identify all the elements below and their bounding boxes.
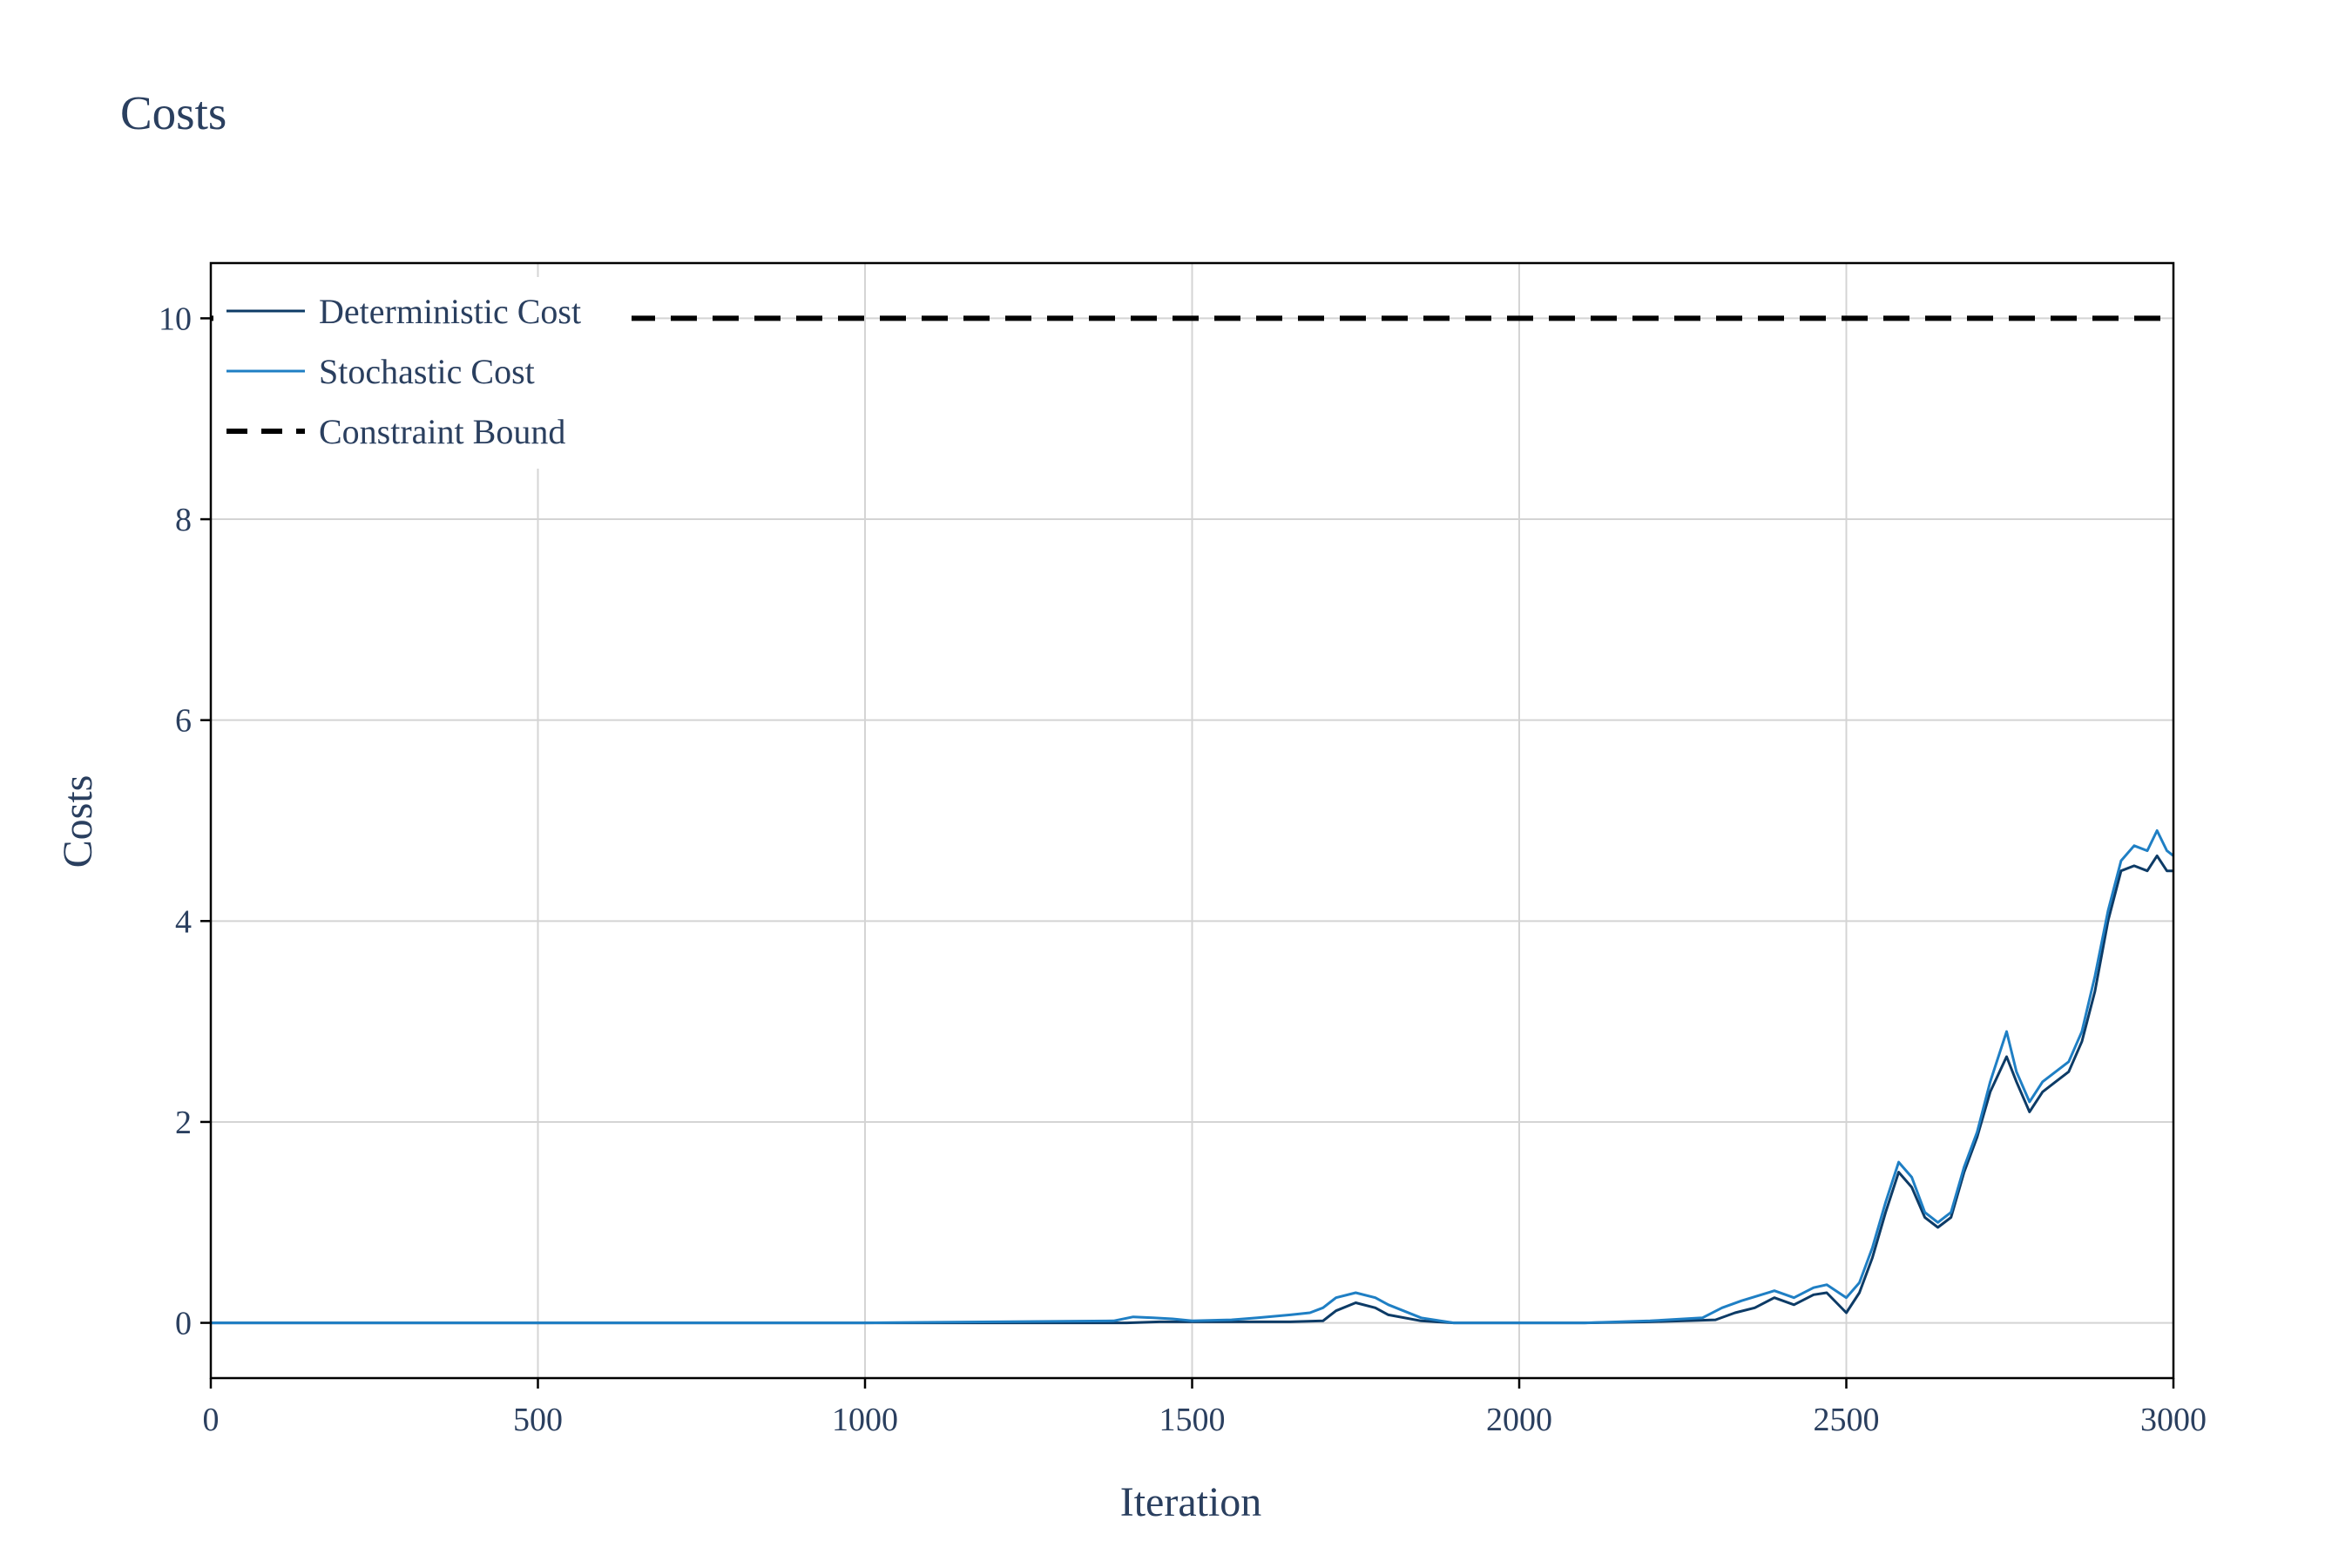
legend-label: Deterministic Cost — [319, 292, 581, 331]
x-tick-label: 1000 — [832, 1402, 898, 1438]
x-tick-label: 3000 — [2140, 1402, 2207, 1438]
x-tick-label: 500 — [513, 1402, 563, 1438]
y-tick-label: 10 — [159, 301, 192, 337]
x-axis-title: Iteration — [1120, 1479, 1262, 1525]
y-tick-label: 6 — [175, 703, 192, 740]
x-tick-label: 0 — [203, 1402, 220, 1438]
legend-label: Stochastic Cost — [319, 352, 535, 391]
legend-label: Constraint Bound — [319, 412, 565, 451]
series-lines — [211, 315, 2174, 1325]
y-axis-title: Costs — [55, 775, 101, 868]
chart-title: Costs — [120, 86, 226, 139]
y-tick-label: 0 — [175, 1306, 192, 1342]
x-ticks: 0 500 1000 1500 2000 2500 3000 — [203, 1378, 2207, 1438]
legend: Deterministic Cost Stochastic Cost Constra… — [213, 277, 632, 469]
y-tick-label: 8 — [175, 502, 192, 538]
x-tick-label: 1500 — [1159, 1402, 1226, 1438]
y-ticks: 0 2 4 6 8 10 — [159, 301, 211, 1342]
y-tick-label: 2 — [175, 1105, 192, 1141]
y-tick-label: 4 — [175, 903, 192, 940]
x-tick-label: 2000 — [1486, 1402, 1552, 1438]
legend-background — [213, 277, 632, 469]
series-line-stochastic-cost — [211, 829, 2174, 1325]
x-tick-label: 2500 — [1814, 1402, 1880, 1438]
